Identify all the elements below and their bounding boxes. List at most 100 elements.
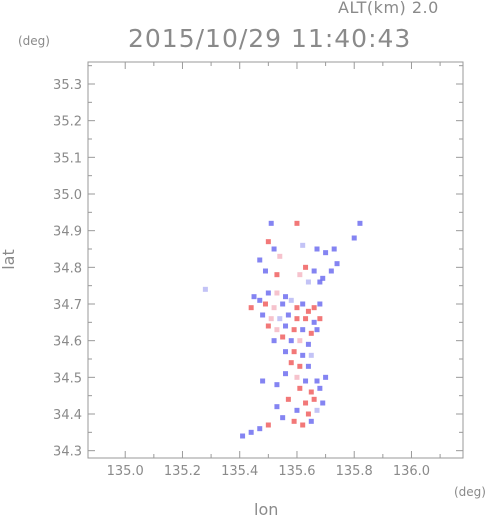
- data-point: [280, 415, 286, 421]
- y-tick-label: 34.4: [53, 408, 82, 423]
- data-point: [300, 242, 306, 248]
- data-point: [297, 338, 303, 344]
- altitude-label-text: ALT(km): [338, 0, 407, 17]
- data-point: [317, 279, 323, 285]
- data-point: [257, 426, 263, 432]
- data-point: [294, 374, 300, 380]
- data-point: [260, 378, 266, 384]
- data-point: [320, 400, 326, 406]
- data-point: [308, 330, 314, 336]
- y-tick-label: 34.3: [53, 445, 82, 460]
- data-point: [331, 246, 337, 252]
- data-point: [311, 268, 317, 274]
- data-point: [248, 305, 254, 311]
- data-point: [305, 341, 311, 347]
- data-point: [257, 257, 263, 263]
- x-tick-label: 135.8: [336, 464, 373, 479]
- data-point: [317, 385, 323, 391]
- x-tick-label: 135.2: [164, 464, 201, 479]
- data-point: [300, 422, 306, 428]
- data-point: [280, 301, 286, 307]
- data-point: [308, 418, 314, 424]
- data-point: [294, 407, 300, 413]
- x-tick-label: 136.0: [393, 464, 430, 479]
- data-point: [260, 312, 266, 318]
- y-tick-label: 34.9: [53, 225, 82, 240]
- data-point: [268, 316, 274, 322]
- data-point: [274, 404, 280, 410]
- data-point: [311, 396, 317, 402]
- data-point: [351, 235, 357, 241]
- data-point: [274, 327, 280, 333]
- data-point: [303, 400, 309, 406]
- data-point: [305, 411, 311, 417]
- data-point: [308, 389, 314, 395]
- data-point: [283, 349, 289, 355]
- data-point: [251, 294, 257, 300]
- y-tick-label: 34.6: [53, 335, 82, 350]
- y-tick-label: 35.2: [53, 115, 82, 130]
- data-point: [271, 338, 277, 344]
- data-point: [294, 316, 300, 322]
- x-tick-label: 135.0: [107, 464, 144, 479]
- data-point: [265, 239, 271, 245]
- y-tick-label: 35.3: [53, 78, 82, 93]
- data-point: [268, 220, 274, 226]
- y-tick-label: 34.8: [53, 261, 82, 276]
- data-point: [285, 396, 291, 402]
- data-point: [274, 272, 280, 278]
- data-point: [288, 297, 294, 303]
- y-tick-label: 35.1: [53, 151, 82, 166]
- data-point: [314, 246, 320, 252]
- data-point: [305, 308, 311, 314]
- data-point: [323, 250, 329, 256]
- data-point: [283, 371, 289, 377]
- data-point: [262, 268, 268, 274]
- y-tick-label: 34.7: [53, 298, 82, 313]
- data-point: [311, 319, 317, 325]
- data-point: [262, 301, 268, 307]
- data-point: [277, 253, 283, 259]
- data-point: [314, 378, 320, 384]
- y-tick-label: 34.5: [53, 371, 82, 386]
- data-point: [291, 327, 297, 333]
- data-point: [300, 327, 306, 333]
- data-point: [305, 279, 311, 285]
- timestamp: 2015/10/29 11:40:43: [128, 24, 412, 53]
- altitude-value: 2.0: [411, 0, 439, 17]
- data-point: [240, 433, 246, 439]
- data-point: [202, 286, 208, 292]
- data-point: [300, 301, 306, 307]
- data-point: [317, 316, 323, 322]
- data-point: [248, 429, 254, 435]
- altitude-label: ALT(km) 2.0: [338, 0, 439, 17]
- data-point: [265, 323, 271, 329]
- data-point: [257, 297, 263, 303]
- x-tick-label: 135.4: [221, 464, 258, 479]
- data-point: [300, 352, 306, 358]
- data-point: [303, 378, 309, 384]
- data-point: [317, 301, 323, 307]
- data-point: [357, 220, 363, 226]
- data-point: [288, 338, 294, 344]
- data-point: [271, 305, 277, 311]
- data-point: [283, 294, 289, 300]
- data-point: [323, 374, 329, 380]
- data-point: [297, 272, 303, 278]
- data-point: [291, 349, 297, 355]
- data-point: [297, 363, 303, 369]
- data-point: [297, 385, 303, 391]
- data-point: [314, 407, 320, 413]
- x-tick-label: 135.6: [278, 464, 315, 479]
- data-point: [311, 305, 317, 311]
- data-point: [334, 261, 340, 267]
- x-unit-label: (deg): [454, 485, 486, 499]
- data-point: [314, 327, 320, 333]
- data-point: [303, 264, 309, 270]
- data-point: [308, 352, 314, 358]
- data-point: [280, 334, 286, 340]
- data-point: [283, 323, 289, 329]
- data-point: [294, 220, 300, 226]
- data-point: [303, 316, 309, 322]
